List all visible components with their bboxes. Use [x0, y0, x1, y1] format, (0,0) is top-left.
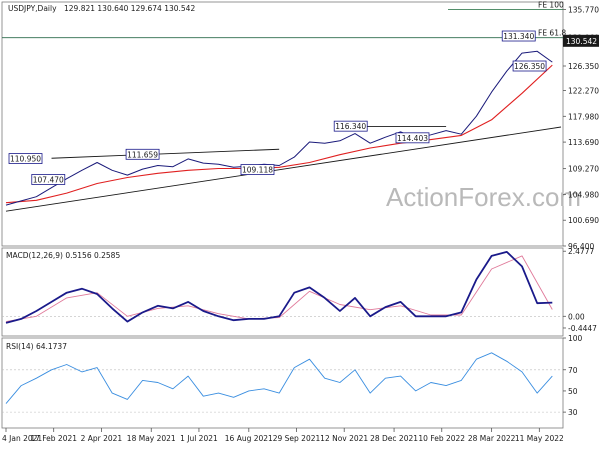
xtick-label: 17 Feb 2021: [30, 434, 77, 443]
price-annotation-label: 131.340: [503, 32, 534, 41]
price-annotation-label: 114.403: [397, 134, 428, 143]
xtick-label: 4 Jan 2021: [2, 434, 42, 443]
price-annotation-label: 116.340: [335, 122, 366, 131]
price-annotation: 109.118: [240, 164, 275, 175]
price-panel-title: USDJPY,Daily: [8, 4, 57, 13]
rsi-panel-frame: [1, 337, 564, 429]
price-ohlc-readout: 129.821 130.640 129.674 130.542: [64, 4, 195, 13]
price-annotation-label: 111.659: [127, 150, 158, 159]
xtick-label: 10 Feb 2022: [418, 434, 465, 443]
fe-level-label: FE 100: [538, 0, 564, 9]
xtick-label: 1 Jul 2021: [180, 434, 218, 443]
price-ytick-label: 122.270: [568, 87, 599, 96]
price-annotation-box: [333, 120, 368, 132]
price-annotation: 111.659: [125, 148, 160, 160]
price-annotation-box: [240, 164, 275, 175]
price-annotation-box: [125, 148, 160, 160]
price-annotation-box: [31, 174, 66, 185]
xtick-label: 12 Nov 2021: [320, 434, 368, 443]
xtick-label: 28 Mar 2022: [468, 434, 516, 443]
macd-signal-line: [5, 255, 553, 323]
price-annotation-label: 109.118: [242, 166, 273, 175]
trendline: [51, 148, 280, 159]
xtick-label: 29 Sep 2021: [273, 434, 321, 443]
current-price-tag: [563, 34, 599, 47]
price-annotation: 131.340: [501, 30, 536, 42]
price-annotation-label: 110.950: [10, 155, 41, 164]
rsi-ytick-label: 100: [568, 334, 583, 343]
macd-ytick-label: -0.4447: [568, 324, 597, 333]
price-line: [5, 50, 553, 206]
xtick-label: 2 Apr 2021: [81, 434, 123, 443]
price-annotation-box: [501, 30, 536, 42]
price-ytick-label: 117.980: [568, 112, 599, 121]
moving-average-line: [5, 64, 553, 204]
price-ytick-label: 113.690: [568, 138, 599, 147]
macd-panel-frame: [1, 247, 564, 337]
price-annotation-box: [8, 153, 43, 164]
fe-level-label: FE 61.8: [538, 29, 566, 38]
price-ytick-label: 126.350: [568, 62, 599, 71]
macd-line: [5, 250, 553, 324]
xtick-label: 11 May 2022: [515, 434, 564, 443]
xtick-label: 28 Dec 2021: [370, 434, 418, 443]
price-annotation-box: [512, 60, 547, 72]
macd-ytick-label: 2.4777: [568, 247, 594, 256]
price-ytick-label: 100.690: [568, 216, 599, 225]
price-annotation-label: 126.350: [514, 62, 545, 71]
macd-panel-title: MACD(12,26,9) 0.5156 0.2585: [6, 251, 120, 260]
rsi-line: [5, 352, 553, 404]
price-annotation: 110.950: [8, 153, 43, 164]
price-ytick-label: 109.270: [568, 165, 599, 174]
price-annotation: 126.350: [512, 60, 547, 72]
rsi-ytick-label: 50: [568, 387, 578, 396]
current-price-label: 130.542: [566, 37, 597, 46]
price-ytick-label: 104.980: [568, 190, 599, 199]
price-annotation: 114.403: [395, 132, 430, 144]
watermark-text: ActionForex.com: [386, 182, 581, 212]
price-annotation-label: 107.470: [33, 175, 64, 184]
price-annotation: 107.470: [31, 174, 66, 185]
price-annotation: 116.340: [333, 120, 368, 132]
rsi-ytick-label: 70: [568, 366, 578, 375]
xtick-label: 18 May 2021: [127, 434, 176, 443]
price-ytick-label: 135.770: [568, 5, 599, 14]
price-annotation-box: [395, 132, 430, 144]
macd-ytick-label: 0.00: [568, 312, 585, 321]
rsi-ytick-label: 30: [568, 408, 578, 417]
price-ytick-label: 96.400: [568, 242, 594, 251]
trendline: [5, 126, 562, 212]
rsi-panel-title: RSI(14) 64.1737: [6, 342, 67, 351]
xtick-label: 16 Aug 2021: [225, 434, 273, 443]
